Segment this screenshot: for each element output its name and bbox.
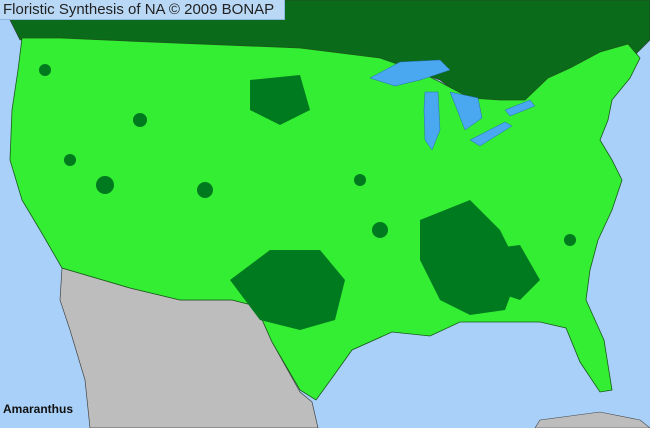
map-title: Floristic Synthesis of NA © 2009 BONAP <box>0 0 286 20</box>
county-patch <box>564 234 576 246</box>
county-patch <box>39 64 51 76</box>
lake-ontario <box>504 99 536 117</box>
county-patch <box>64 154 76 166</box>
great-lakes <box>369 59 536 151</box>
county-cluster-georgia <box>480 245 540 300</box>
dense-occurrence-counties <box>39 64 576 330</box>
county-patch <box>197 182 213 198</box>
lake-superior <box>369 59 451 87</box>
cuba-region <box>534 411 650 428</box>
county-patch <box>354 174 366 186</box>
lake-erie <box>469 121 513 147</box>
lake-michigan <box>423 91 441 151</box>
county-patch <box>372 222 388 238</box>
lake-huron <box>449 91 483 131</box>
canada-region <box>9 0 650 121</box>
county-patch <box>133 113 147 127</box>
county-cluster-dakotas <box>250 75 310 125</box>
county-patch <box>96 176 114 194</box>
taxon-label: Amaranthus <box>3 402 74 416</box>
county-cluster-texas <box>230 250 345 330</box>
